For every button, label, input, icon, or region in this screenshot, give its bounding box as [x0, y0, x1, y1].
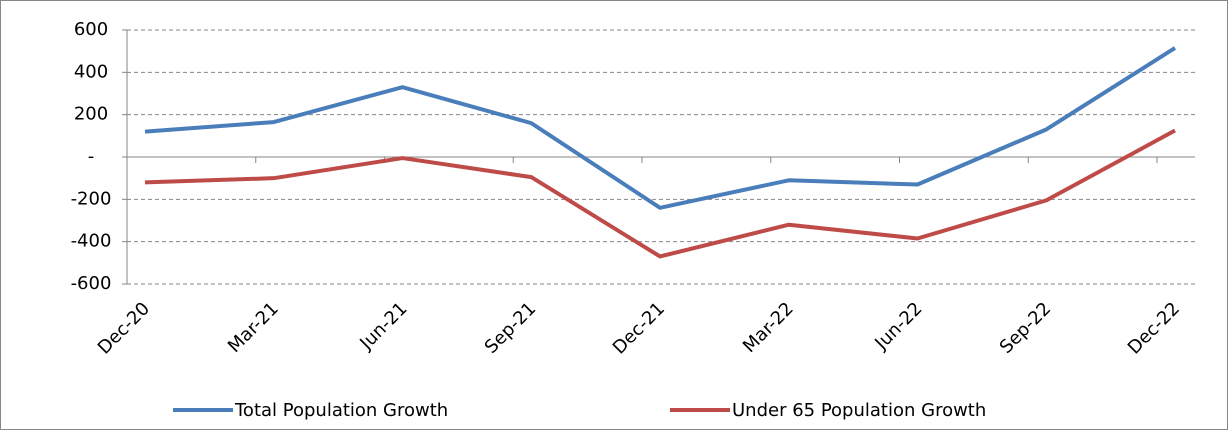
y-tick-label: -400	[71, 231, 112, 252]
y-tick-label: 400	[74, 61, 108, 82]
legend-label: Total Population Growth	[234, 400, 448, 421]
line-series	[144, 128, 1176, 259]
y-tick-label: 200	[74, 104, 108, 125]
y-tick-label: -600	[71, 273, 112, 294]
y-tick-label: -200	[71, 188, 112, 209]
y-tick-label: 600	[74, 19, 108, 40]
legend-label: Under 65 Population Growth	[732, 400, 986, 421]
line-series	[144, 46, 1177, 210]
y-tick-label: -	[88, 146, 95, 167]
